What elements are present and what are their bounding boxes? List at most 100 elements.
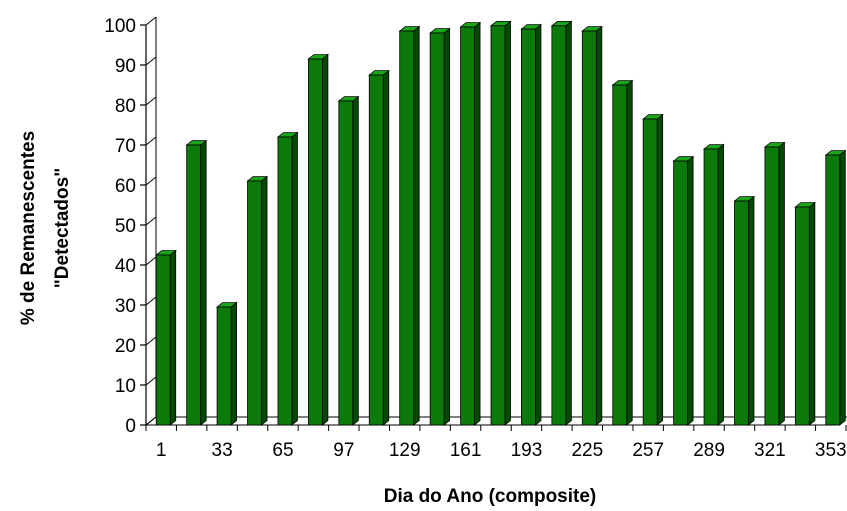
y-tick-depth-line — [145, 16, 157, 26]
bar-front — [642, 118, 658, 426]
bar-front — [673, 160, 689, 426]
x-tick-label: 321 — [754, 440, 786, 461]
bar-front — [703, 148, 719, 426]
bar-front — [186, 144, 202, 426]
bar-side — [321, 53, 329, 426]
bar-front — [429, 32, 445, 426]
bar-side — [230, 301, 237, 426]
x-axis-title: Dia do Ano (composite) — [384, 486, 597, 507]
y-tick-label: 10 — [115, 376, 136, 397]
y-tick-label: 70 — [115, 136, 136, 157]
y-tick-label: 50 — [115, 216, 136, 237]
bar-side — [443, 27, 451, 426]
y-tick-label: 20 — [115, 336, 136, 357]
bar-side — [656, 113, 664, 426]
bar-side — [169, 249, 177, 426]
y-tick-depth-line — [145, 176, 157, 186]
y-tick-depth-line — [145, 96, 157, 106]
bar — [215, 301, 238, 426]
y-axis-title-line-2: "Detectados" — [52, 168, 73, 288]
y-tick-label: 90 — [115, 56, 136, 77]
bar-front — [764, 146, 780, 426]
bar — [307, 53, 330, 426]
y-tick-depth-line — [145, 136, 157, 146]
bar-side — [352, 95, 359, 426]
bar — [398, 25, 421, 426]
y-axis-title-line-1: % de Remanescentes — [18, 131, 39, 325]
bar — [185, 139, 208, 426]
bar — [672, 155, 695, 426]
bar — [428, 27, 451, 426]
bar — [276, 131, 299, 426]
bar-side — [565, 20, 572, 426]
bar — [155, 249, 177, 426]
bar-side — [413, 25, 420, 426]
bar-side — [839, 149, 846, 426]
bar-front — [399, 30, 415, 426]
bar-front — [551, 25, 567, 426]
bar-side — [748, 195, 755, 426]
x-tick-label: 257 — [632, 440, 664, 461]
bar — [611, 79, 634, 426]
bar — [581, 25, 603, 426]
bar-front — [521, 28, 536, 426]
bar-side — [626, 79, 633, 426]
bar-side — [200, 139, 207, 426]
bar-side — [382, 69, 390, 426]
y-tick-label: 80 — [115, 96, 136, 117]
bar — [368, 69, 390, 426]
x-tick-label: 129 — [389, 440, 421, 461]
bar — [733, 195, 756, 426]
bar-side — [808, 201, 816, 426]
bar — [459, 21, 482, 426]
bar-front — [612, 84, 628, 426]
bar-side — [687, 155, 694, 426]
x-tick-label: 289 — [693, 440, 725, 461]
y-tick-depth-line — [145, 56, 157, 66]
bar — [824, 149, 847, 426]
x-tick-label: 65 — [272, 440, 293, 461]
bar — [642, 113, 664, 426]
y-tick-depth-line — [145, 376, 157, 386]
bar-front — [368, 74, 384, 426]
bar-front — [155, 254, 171, 426]
y-tick-label: 0 — [125, 416, 136, 437]
bar — [550, 20, 573, 426]
bar-side — [595, 25, 603, 426]
bar-front — [825, 154, 841, 426]
y-tick-depth-line — [145, 296, 157, 306]
y-tick-depth-line — [145, 256, 157, 266]
y-tick-label: 40 — [115, 256, 136, 277]
bar-front — [460, 26, 475, 426]
y-tick-label: 60 — [115, 176, 136, 197]
x-tick-label: 33 — [212, 440, 233, 461]
bar-side — [535, 23, 542, 426]
bars — [155, 20, 847, 426]
bar-front — [734, 200, 749, 426]
x-tick-label: 1 — [156, 440, 167, 461]
x-tick-label: 353 — [815, 440, 847, 461]
x-tick-label: 97 — [333, 440, 354, 461]
labels: 0 10 20 30 40 50 60 70 80 90 100 1 33 65 97 129 161 193 22… — [104, 16, 846, 461]
y-tick-depth-line — [145, 216, 157, 226]
bar — [794, 201, 816, 426]
bar-front — [794, 206, 810, 426]
bar-side — [291, 131, 298, 426]
bar-side — [504, 20, 511, 426]
bar-front — [247, 180, 262, 426]
bar-front — [307, 58, 323, 426]
y-tick-depth-line — [145, 416, 157, 426]
bar-side — [778, 141, 785, 426]
bar-side — [261, 175, 268, 426]
y-tick-label: 30 — [115, 296, 136, 317]
bar — [337, 95, 360, 426]
bar-side — [717, 143, 724, 426]
bar — [246, 175, 269, 426]
y-tick-depth-line — [145, 336, 157, 346]
bar — [763, 141, 786, 426]
y-tick-label: 100 — [104, 16, 136, 37]
bar-side — [474, 21, 481, 426]
bar — [702, 143, 725, 426]
bar-front — [490, 25, 506, 426]
